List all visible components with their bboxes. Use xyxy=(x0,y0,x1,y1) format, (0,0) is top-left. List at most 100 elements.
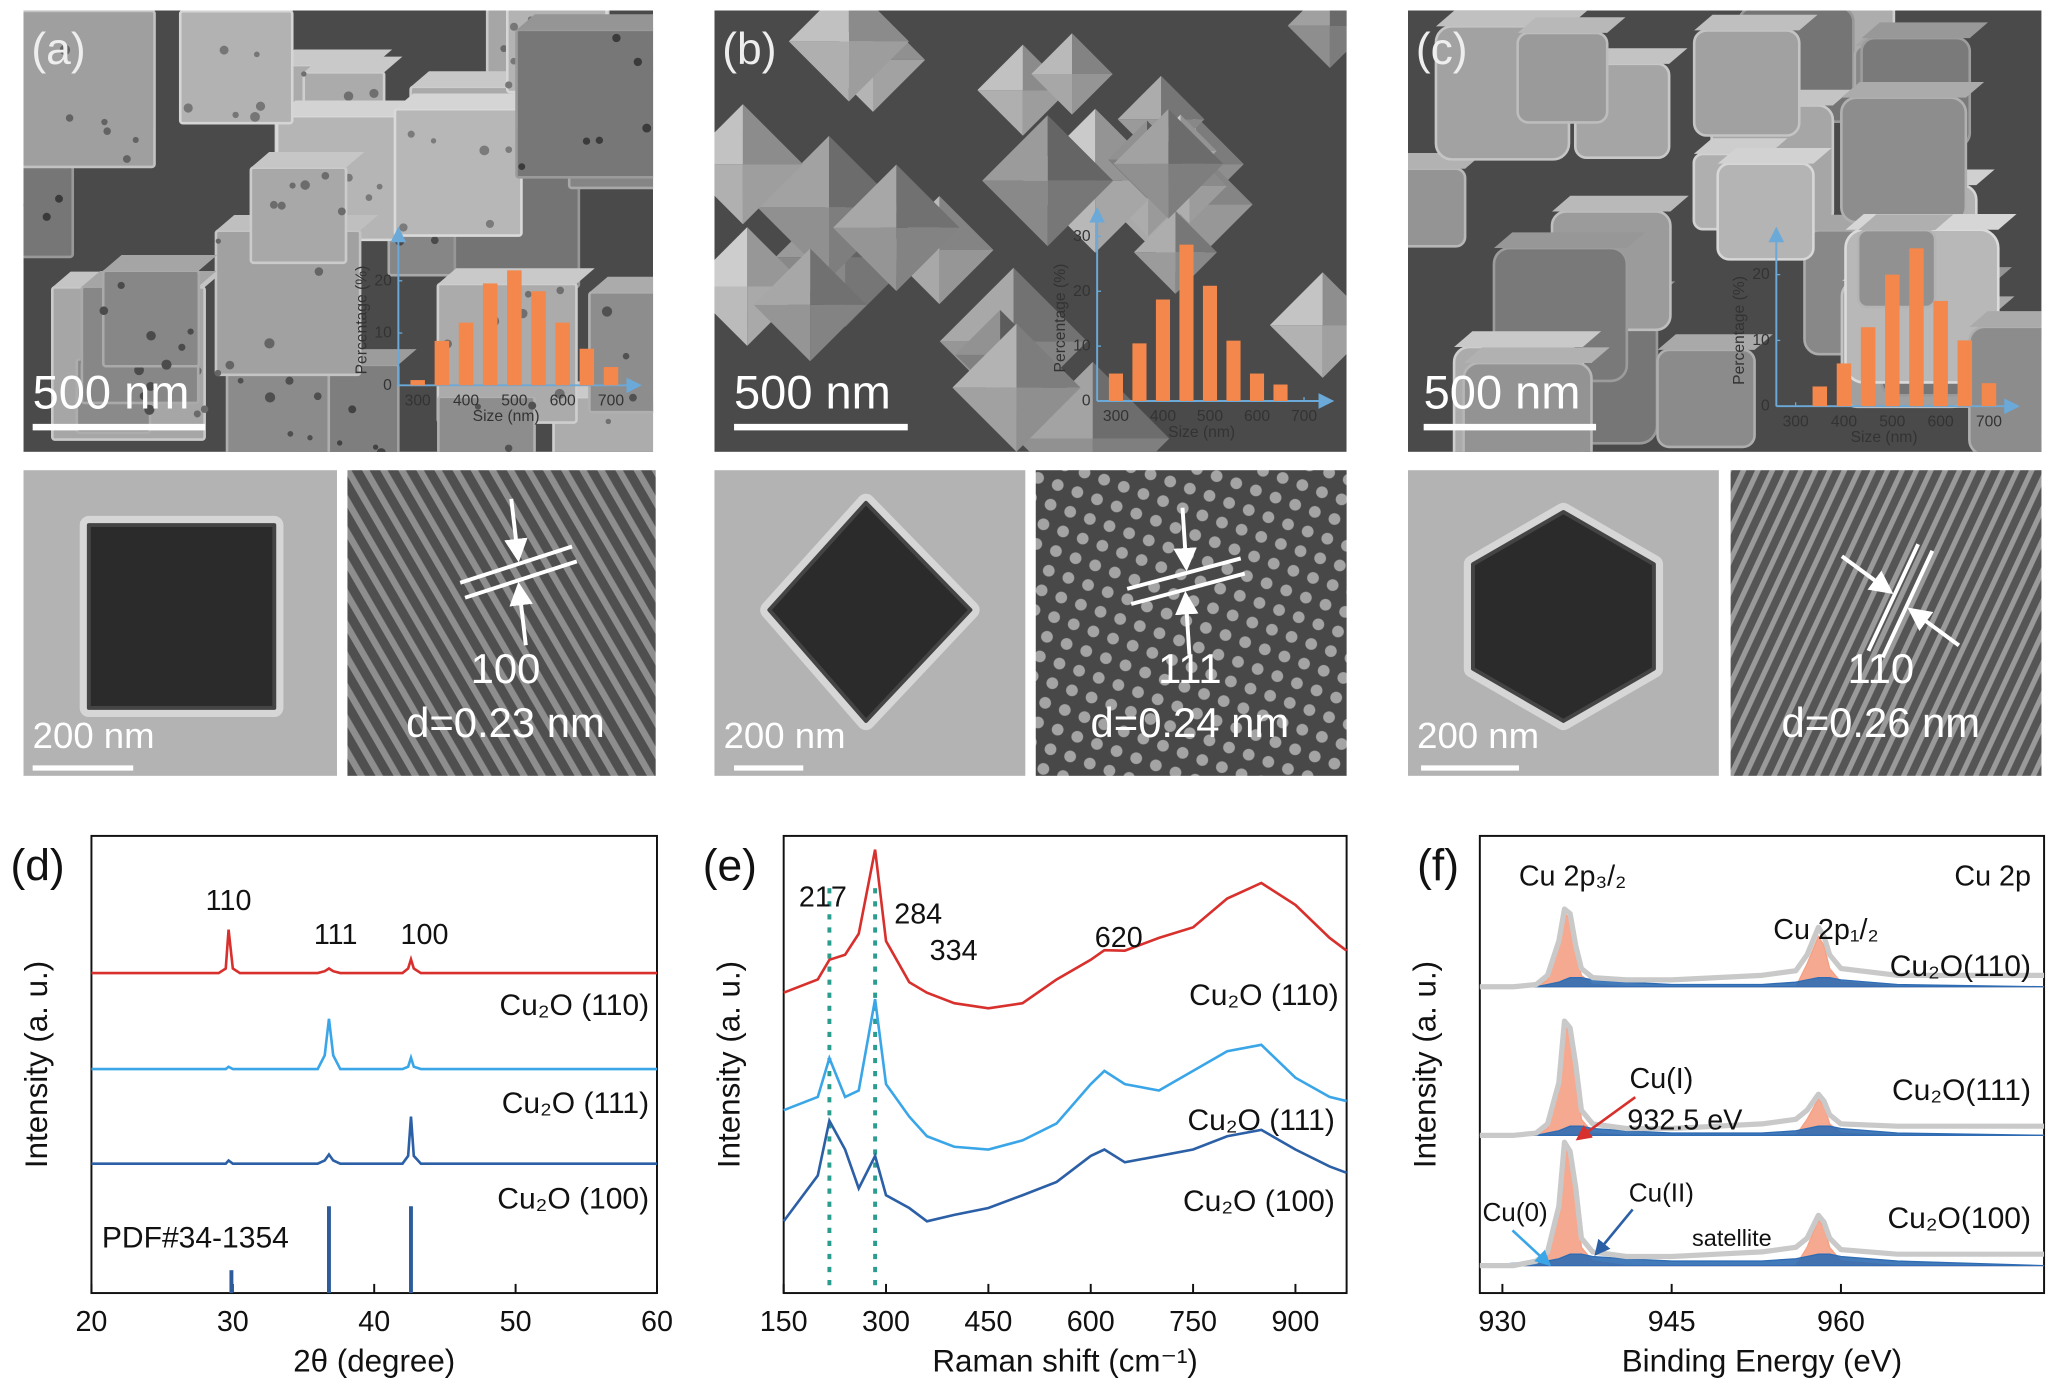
particle-top xyxy=(1657,334,1773,350)
particle-face xyxy=(1322,325,1347,378)
y-axis-title: Percentage (%) xyxy=(1052,264,1069,373)
x-tick-label: 30 xyxy=(217,1306,249,1338)
annotation: Cu(0) xyxy=(1482,1197,1547,1227)
particle-top xyxy=(1454,331,1602,347)
scale-label: 200 nm xyxy=(724,715,846,756)
particle-face xyxy=(1047,180,1114,247)
pore xyxy=(134,365,144,376)
pore xyxy=(612,33,621,43)
x-tick-label: 300 xyxy=(862,1306,910,1338)
pore xyxy=(255,101,266,111)
plane-label: 100 xyxy=(471,645,541,692)
bar xyxy=(507,270,522,386)
x-tick-label: 930 xyxy=(1478,1306,1526,1338)
particle-top xyxy=(180,10,294,12)
particle-face xyxy=(1287,25,1330,69)
lattice-arrow xyxy=(1840,554,1894,595)
x-tick-label: 400 xyxy=(1150,408,1176,425)
bar xyxy=(579,348,595,386)
pore xyxy=(430,236,439,245)
particle-top xyxy=(1493,232,1646,249)
x-axis-title: Binding Energy (eV) xyxy=(1622,1343,1902,1378)
particle-face xyxy=(1113,163,1169,219)
bar xyxy=(434,340,450,386)
series-line xyxy=(782,1116,1348,1223)
lattice-arrow xyxy=(509,581,533,646)
sem-image xyxy=(23,10,677,463)
series-label: Cu₂O (110) xyxy=(500,989,650,1022)
spacing-label: d=0.26 nm xyxy=(1782,699,1981,746)
particle xyxy=(1716,148,1832,261)
scale-label: 500 nm xyxy=(734,365,891,418)
scale-label: 200 nm xyxy=(1417,715,1539,756)
pore xyxy=(144,404,155,415)
particle xyxy=(99,254,218,370)
pore xyxy=(554,388,565,400)
particle-face xyxy=(896,227,960,292)
particle-face xyxy=(1407,167,1467,248)
component-area xyxy=(1479,976,2045,988)
particle-face xyxy=(1189,186,1227,224)
particle-face xyxy=(952,323,1017,388)
hrtem-image xyxy=(1730,470,2042,776)
particle-face xyxy=(714,164,743,225)
particle-face xyxy=(714,104,743,165)
pore xyxy=(132,136,139,143)
x-tick-label: 500 xyxy=(501,392,527,409)
particle-face xyxy=(742,164,803,225)
x-tick-label: 700 xyxy=(598,392,624,409)
annotation-arrow xyxy=(1575,1096,1637,1141)
particle-face xyxy=(714,227,748,287)
pore xyxy=(277,201,286,210)
pore xyxy=(225,360,235,370)
pore xyxy=(588,453,595,460)
pore xyxy=(42,212,51,221)
peak-label: 217 xyxy=(799,881,847,913)
particle-face xyxy=(1168,163,1224,219)
annotation: Cu(I) xyxy=(1629,1063,1693,1095)
pore xyxy=(337,440,343,446)
particle-face xyxy=(1269,325,1323,378)
particle-face xyxy=(1013,267,1088,342)
sem-image xyxy=(1407,10,2042,452)
pore xyxy=(622,352,630,360)
pore xyxy=(372,444,379,450)
y-tick-label: 0 xyxy=(1761,398,1770,415)
particle-face xyxy=(788,10,849,42)
pore xyxy=(117,281,125,290)
pore xyxy=(407,130,415,138)
particle xyxy=(952,323,1081,452)
pore xyxy=(504,444,513,452)
sem-image xyxy=(714,10,1347,452)
pore xyxy=(474,403,481,410)
pore xyxy=(122,155,131,163)
pore xyxy=(99,306,109,315)
pore xyxy=(200,405,209,413)
particle-face xyxy=(1269,272,1323,326)
x-tick-label: 50 xyxy=(500,1306,532,1338)
x-axis-title: Size (nm) xyxy=(1851,429,1918,446)
panel-label: (f) xyxy=(1417,841,1459,890)
particle-face xyxy=(788,41,849,102)
pore xyxy=(667,322,677,332)
pore xyxy=(568,455,576,463)
series-line xyxy=(783,849,1348,1010)
bar xyxy=(1885,274,1900,407)
bar xyxy=(482,283,498,386)
particle xyxy=(23,10,156,169)
hrtem-image xyxy=(347,470,656,776)
peak-label: 110 xyxy=(206,885,252,917)
y-tick-label: 30 xyxy=(1073,228,1091,245)
pore xyxy=(264,338,275,349)
pore xyxy=(214,369,222,377)
plot-frame xyxy=(90,834,658,1295)
pore xyxy=(55,194,63,203)
pore xyxy=(595,136,604,144)
particle-top xyxy=(23,10,156,11)
pore xyxy=(146,381,156,391)
particle-face xyxy=(1329,25,1347,69)
peak-label: 334 xyxy=(930,935,978,967)
panel-label: (a) xyxy=(31,25,85,74)
